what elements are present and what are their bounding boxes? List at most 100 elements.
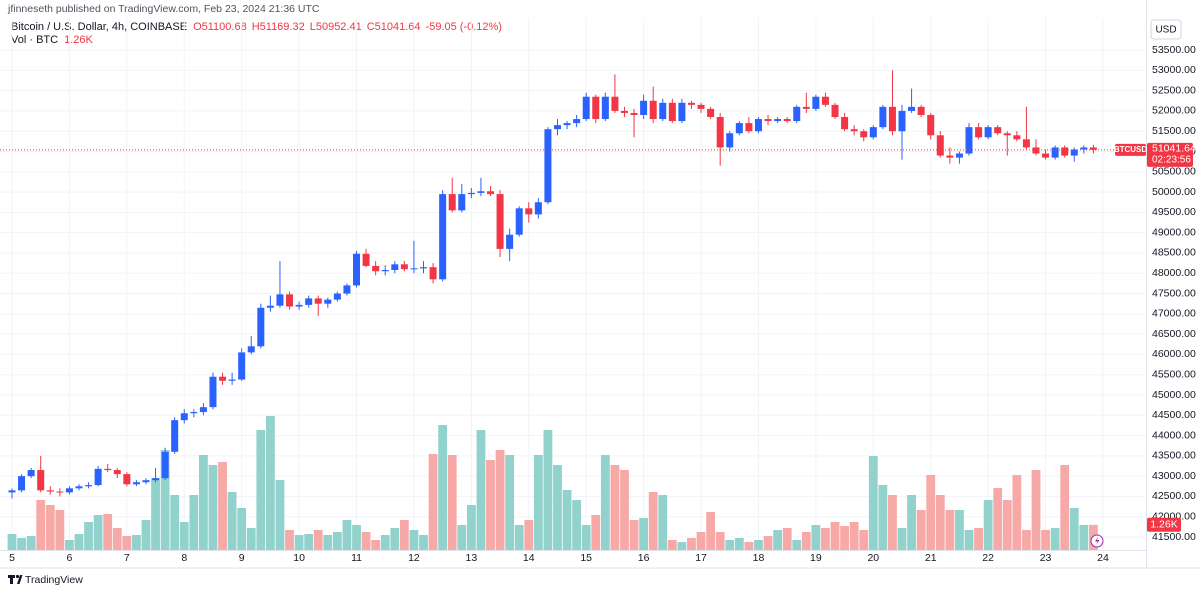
volume-bar <box>342 520 352 550</box>
volume-bar <box>103 514 113 550</box>
candle-body <box>190 412 198 414</box>
published-line: jfinneseth published on TradingView.com,… <box>7 3 320 15</box>
candle-body <box>831 104 839 118</box>
candle-body <box>802 106 810 109</box>
candle-body <box>238 352 246 380</box>
volume-bar <box>457 525 467 550</box>
candle-body <box>199 407 207 413</box>
candle-body <box>305 298 313 305</box>
candle-body <box>640 100 648 115</box>
candle-body <box>65 488 73 493</box>
volume-bar <box>505 455 515 550</box>
candle-body <box>372 265 380 272</box>
logo-dot <box>15 574 20 579</box>
volume-tag: 1.26K <box>1150 519 1177 531</box>
event-bolt[interactable] <box>1095 537 1100 545</box>
volume-bar <box>84 522 93 550</box>
candle-body <box>994 127 1002 134</box>
volume-bar <box>1060 465 1070 550</box>
y-tick-label: 45000.00 <box>1152 389 1196 401</box>
candle-body <box>515 208 523 235</box>
candle-body <box>984 127 992 138</box>
volume-bar <box>782 528 792 550</box>
y-tick-label: 48000.00 <box>1152 267 1196 279</box>
volume-bar <box>754 540 763 550</box>
volume-bar <box>476 430 486 550</box>
price-tag: 51041.64 <box>1152 143 1196 155</box>
candle-body <box>668 102 676 122</box>
volume-bar <box>811 525 821 550</box>
currency[interactable]: USD <box>1155 25 1176 36</box>
currency-box[interactable] <box>1150 19 1182 40</box>
legend-change: -59.05 (-0.12%) <box>426 21 502 33</box>
volume-bar <box>840 526 849 550</box>
candle-body <box>56 491 64 493</box>
volume-bar <box>639 518 649 550</box>
y-tick-label: 45500.00 <box>1152 368 1196 380</box>
candle-body <box>764 119 772 122</box>
volume-bar <box>189 495 199 550</box>
x-tick-label: 23 <box>1040 552 1052 564</box>
x-tick-label: 20 <box>867 552 879 564</box>
candle-body <box>429 267 437 280</box>
volume-bar <box>495 450 505 550</box>
y-tick-label: 50000.00 <box>1152 186 1196 198</box>
volume-bar <box>112 528 122 550</box>
volume-bar <box>486 460 495 550</box>
y-tick-label: 50500.00 <box>1152 166 1196 178</box>
volume-bar <box>945 510 955 550</box>
x-tick-label: 21 <box>925 552 937 564</box>
candle-body <box>582 96 590 120</box>
volume-bar <box>227 492 237 550</box>
symbol-tag: BTCUSD <box>1114 145 1148 154</box>
volume-bar <box>361 532 371 550</box>
candle-body <box>477 191 485 193</box>
volume-bar <box>1031 470 1041 550</box>
candle-body <box>104 468 112 471</box>
y-tick-label: 51500.00 <box>1152 125 1196 137</box>
candle-body <box>649 100 657 120</box>
candle-body <box>563 123 571 126</box>
x-tick-label: 22 <box>982 552 994 564</box>
volume-bar <box>983 500 993 550</box>
candle-body <box>439 194 447 280</box>
volume-bar <box>438 425 448 550</box>
volume-bar <box>1050 528 1060 550</box>
candle-body <box>544 129 552 203</box>
candle-body <box>707 108 715 118</box>
candle-body <box>1003 133 1011 136</box>
candle-body <box>506 234 514 249</box>
volume-bar <box>304 534 314 550</box>
candle-body <box>27 470 35 477</box>
volume-bar <box>323 535 333 550</box>
candle-body <box>534 202 542 215</box>
candle-body <box>1080 147 1088 150</box>
candle-body <box>620 110 628 113</box>
volume-bar <box>275 480 285 550</box>
x-tick-label: 9 <box>239 552 245 564</box>
volume-pane <box>7 416 1098 550</box>
candle-body <box>171 420 179 452</box>
candle-body <box>496 194 504 249</box>
candle-body <box>850 129 858 132</box>
volume-bar <box>562 490 572 550</box>
x-tick-label: 17 <box>695 552 707 564</box>
volume-bar <box>246 528 256 550</box>
logo-stem <box>10 575 13 584</box>
candle-body <box>467 192 475 195</box>
volume-tag-bg <box>1147 517 1181 532</box>
volume-bar <box>677 542 687 550</box>
volume-bar <box>132 535 141 550</box>
x-tick-label: 13 <box>466 552 478 564</box>
candle-body <box>37 470 45 491</box>
candle-body <box>793 106 801 122</box>
candle-body <box>965 127 973 154</box>
volume-bar <box>371 540 381 550</box>
candle-body <box>592 96 600 120</box>
volume-bar <box>955 510 964 550</box>
y-tick-label: 48500.00 <box>1152 247 1196 259</box>
x-tick-label: 15 <box>580 552 592 564</box>
volume-bar <box>45 505 55 550</box>
volume-bar <box>294 535 304 550</box>
candle-body <box>553 125 561 130</box>
